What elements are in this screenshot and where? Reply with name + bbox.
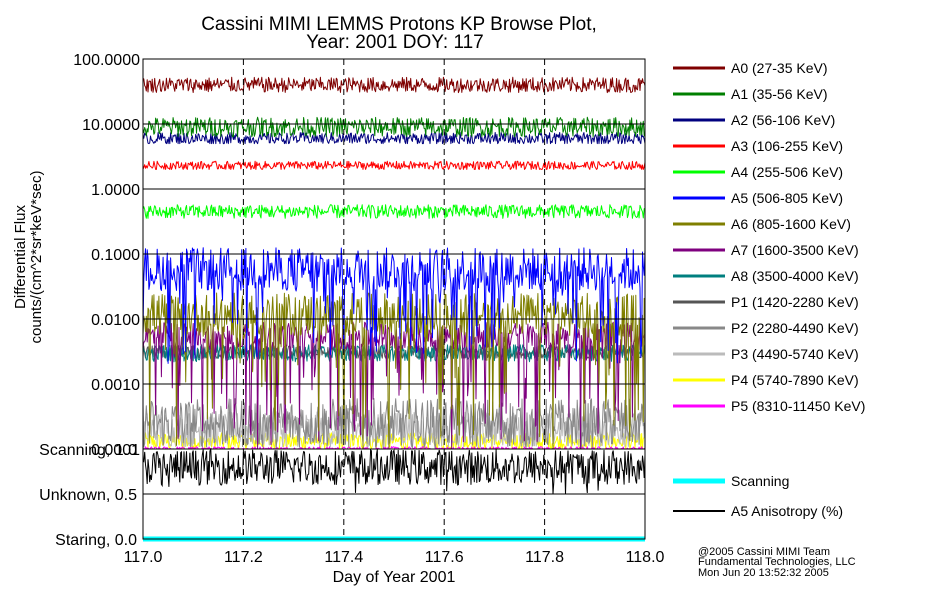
x-tick-label: 117.0 [124, 549, 163, 566]
lower-panel-labels: Scanning, 1.0 Unknown, 0.5 Staring, 0.0 [39, 442, 137, 549]
y-axis-label-line2: counts/(cm^2*sr*keV*sec) [28, 171, 45, 344]
legend-item: P5 (8310-11450 KeV) [673, 398, 865, 414]
x-tick-label: 118.0 [626, 549, 665, 566]
x-tick-label: 117.4 [324, 549, 363, 566]
series-line-a1 [142, 116, 646, 138]
y-tick-label: 0.0010 [91, 377, 140, 394]
credit-line1: @2005 Cassini MIMI Team [698, 546, 830, 558]
series-line-a7 [142, 321, 646, 450]
legend-item: P3 (4490-5740 KeV) [673, 346, 859, 362]
y-tick-label: 100.0000 [73, 52, 140, 69]
legend-item: A0 (27-35 KeV) [673, 60, 828, 76]
lower-legend-label: Scanning [731, 473, 789, 489]
legend-item: A3 (106-255 KeV) [673, 138, 843, 154]
lower-legend-item: Scanning [673, 473, 789, 489]
series-layer [142, 76, 646, 542]
legend-label: A1 (35-56 KeV) [731, 86, 828, 102]
series-line-a5 [142, 247, 646, 364]
legend-label: P5 (8310-11450 KeV) [731, 398, 865, 414]
legend-label: A7 (1600-3500 KeV) [731, 242, 859, 258]
legend-label: A5 (506-805 KeV) [731, 190, 843, 206]
legend-label: P4 (5740-7890 KeV) [731, 372, 859, 388]
legend-label: P2 (2280-4490 KeV) [731, 320, 859, 336]
plot-frame [142, 58, 646, 540]
lower-y-tick-label: Unknown, 0.5 [39, 487, 137, 504]
legend-label: A4 (255-506 KeV) [731, 164, 843, 180]
legend-label: A2 (56-106 KeV) [731, 112, 835, 128]
legend-label: P1 (1420-2280 KeV) [731, 294, 859, 310]
legend-item: A1 (35-56 KeV) [673, 86, 828, 102]
y-tick-label: 10.0000 [82, 117, 140, 134]
series-line-a8 [142, 344, 646, 363]
y-tick-label: 0.1000 [91, 247, 140, 264]
x-tick-labels: 117.0 117.2 117.4 117.6 117.8 118.0 [124, 549, 665, 566]
y-axis-label-line1: Differential Flux [12, 205, 29, 309]
series-line-anisotropy [142, 447, 646, 495]
lower-y-tick-label: Staring, 0.0 [55, 532, 137, 549]
lower-legend-item: A5 Anisotropy (%) [673, 503, 843, 519]
series-line-a0 [142, 76, 646, 94]
y-tick-label: 0.0100 [91, 312, 140, 329]
credit-line3: Mon Jun 20 13:52:32 2005 [698, 567, 829, 579]
legend-item: A8 (3500-4000 KeV) [673, 268, 859, 284]
x-axis-label: Day of Year 2001 [333, 569, 456, 586]
lower-legend: Scanning A5 Anisotropy (%) [673, 473, 843, 519]
legend-item: A5 (506-805 KeV) [673, 190, 843, 206]
series-line-a6 [142, 292, 646, 450]
legend-item: A2 (56-106 KeV) [673, 112, 835, 128]
legend-item: A6 (805-1600 KeV) [673, 216, 851, 232]
y-tick-labels: 100.0000 10.0000 1.0000 0.1000 0.0100 0.0010 0… [73, 52, 140, 459]
chart-title-line2: Year: 2001 DOY: 117 [306, 32, 483, 53]
y-tick-label: 0.0001 [91, 442, 140, 459]
x-tick-label: 117.8 [525, 549, 564, 566]
legend-item: P2 (2280-4490 KeV) [673, 320, 859, 336]
legend-label: A8 (3500-4000 KeV) [731, 268, 859, 284]
series-line-a4 [142, 204, 646, 219]
legend-item: P4 (5740-7890 KeV) [673, 372, 859, 388]
chart-title-line1: Cassini MIMI LEMMS Protons KP Browse Plo… [201, 14, 597, 35]
legend-item: A7 (1600-3500 KeV) [673, 242, 859, 258]
legend-label: A0 (27-35 KeV) [731, 60, 828, 76]
legend-label: P3 (4490-5740 KeV) [731, 346, 859, 362]
legend-item: A4 (255-506 KeV) [673, 164, 843, 180]
lower-legend-label: A5 Anisotropy (%) [731, 503, 843, 519]
grid-layer [142, 58, 646, 540]
series-line-a2 [142, 132, 646, 145]
legend-label: A6 (805-1600 KeV) [731, 216, 851, 232]
x-tick-label: 117.6 [425, 549, 464, 566]
lower-y-tick-label: Scanning, 1.0 [39, 442, 137, 459]
series-line-p2 [142, 397, 646, 449]
legend-item: P1 (1420-2280 KeV) [673, 294, 859, 310]
legend-label: A3 (106-255 KeV) [731, 138, 843, 154]
series-line-a3 [142, 160, 646, 170]
credit-line2: Fundamental Technologies, LLC [698, 556, 856, 568]
legend: A0 (27-35 KeV) A1 (35-56 KeV) A2 (56-106 K… [673, 60, 865, 414]
x-tick-label: 117.2 [224, 549, 263, 566]
y-tick-label: 1.0000 [91, 182, 140, 199]
